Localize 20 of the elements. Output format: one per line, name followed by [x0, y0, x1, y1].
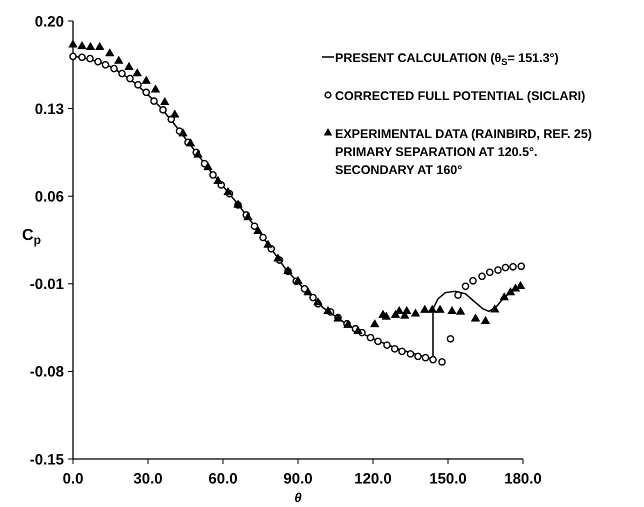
x-axis-title: θ	[294, 490, 302, 505]
x-tick-label: 120.0	[354, 470, 392, 488]
x-tick-label: 0.0	[62, 470, 84, 488]
annotation: PRIMARY SEPARATION AT 120.5°.	[335, 145, 538, 159]
y-tick-label: 0.06	[34, 188, 64, 206]
legend-label: CORRECTED FULL POTENTIAL (SICLARI)	[335, 89, 586, 103]
y-tick-label: 0.13	[34, 100, 64, 118]
legend-label: PRESENT CALCULATION (θ$_{S}$= 151.3°)	[335, 51, 559, 67]
x-tick-label: 30.0	[133, 470, 163, 488]
y-axis-title: C$_{p}$	[22, 227, 41, 247]
x-tick-label: 180.0	[504, 470, 542, 488]
y-tick-label: 0.20	[34, 13, 64, 30]
annotation: SECONDARY AT 160°	[335, 163, 462, 177]
y-tick-label: -0.08	[30, 364, 64, 381]
x-tick-label: 150.0	[429, 470, 467, 488]
x-tick-label: 90.0	[283, 470, 313, 488]
x-tick-label: 60.0	[208, 470, 238, 488]
y-tick-label: -0.01	[30, 276, 64, 294]
y-tick-label: -0.15	[30, 451, 64, 468]
legend-label: EXPERIMENTAL DATA (RAINBIRD, REF. 25)	[335, 127, 592, 141]
